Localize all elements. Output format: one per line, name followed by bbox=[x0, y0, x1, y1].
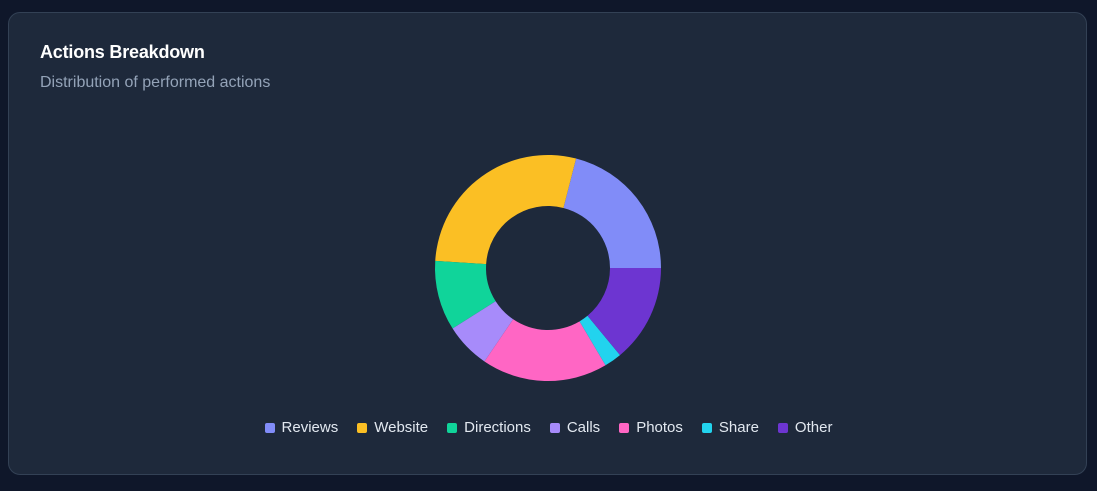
legend-item-share[interactable]: Share bbox=[701, 419, 759, 436]
legend-item-website[interactable]: Website bbox=[357, 419, 428, 436]
slice-website[interactable] bbox=[435, 155, 577, 265]
legend-label: Share bbox=[718, 419, 759, 436]
slice-share[interactable] bbox=[579, 315, 621, 366]
slice-directions[interactable] bbox=[435, 260, 496, 329]
legend-item-other[interactable]: Other bbox=[777, 419, 833, 436]
actions-breakdown-card: Actions Breakdown Distribution of perfor… bbox=[8, 12, 1087, 475]
slice-reviews[interactable] bbox=[563, 158, 661, 268]
legend-label: Reviews bbox=[281, 419, 339, 436]
legend-swatch bbox=[701, 422, 712, 433]
legend-label: Directions bbox=[464, 419, 531, 436]
slice-calls[interactable] bbox=[452, 301, 514, 362]
legend-swatch bbox=[357, 422, 368, 433]
legend-item-photos[interactable]: Photos bbox=[619, 419, 683, 436]
legend-label: Calls bbox=[566, 419, 601, 436]
legend-label: Other bbox=[794, 419, 833, 436]
slice-other[interactable] bbox=[587, 268, 661, 356]
card-subtitle: Distribution of performed actions bbox=[40, 74, 271, 91]
donut-chart bbox=[435, 155, 661, 381]
legend-swatch bbox=[549, 422, 560, 433]
card-title: Actions Breakdown bbox=[40, 42, 205, 62]
legend-swatch bbox=[619, 422, 630, 433]
legend-swatch bbox=[447, 422, 458, 433]
legend-item-calls[interactable]: Calls bbox=[549, 419, 601, 436]
chart-legend: Reviews Website Directions Calls Photos Share… bbox=[9, 419, 1088, 436]
donut-slices bbox=[435, 155, 661, 381]
legend-item-reviews[interactable]: Reviews bbox=[264, 419, 339, 436]
legend-label: Photos bbox=[636, 419, 683, 436]
slice-photos[interactable] bbox=[484, 319, 606, 381]
legend-swatch bbox=[777, 422, 788, 433]
legend-item-directions[interactable]: Directions bbox=[447, 419, 531, 436]
legend-label: Website bbox=[374, 419, 429, 436]
legend-swatch bbox=[264, 422, 275, 433]
